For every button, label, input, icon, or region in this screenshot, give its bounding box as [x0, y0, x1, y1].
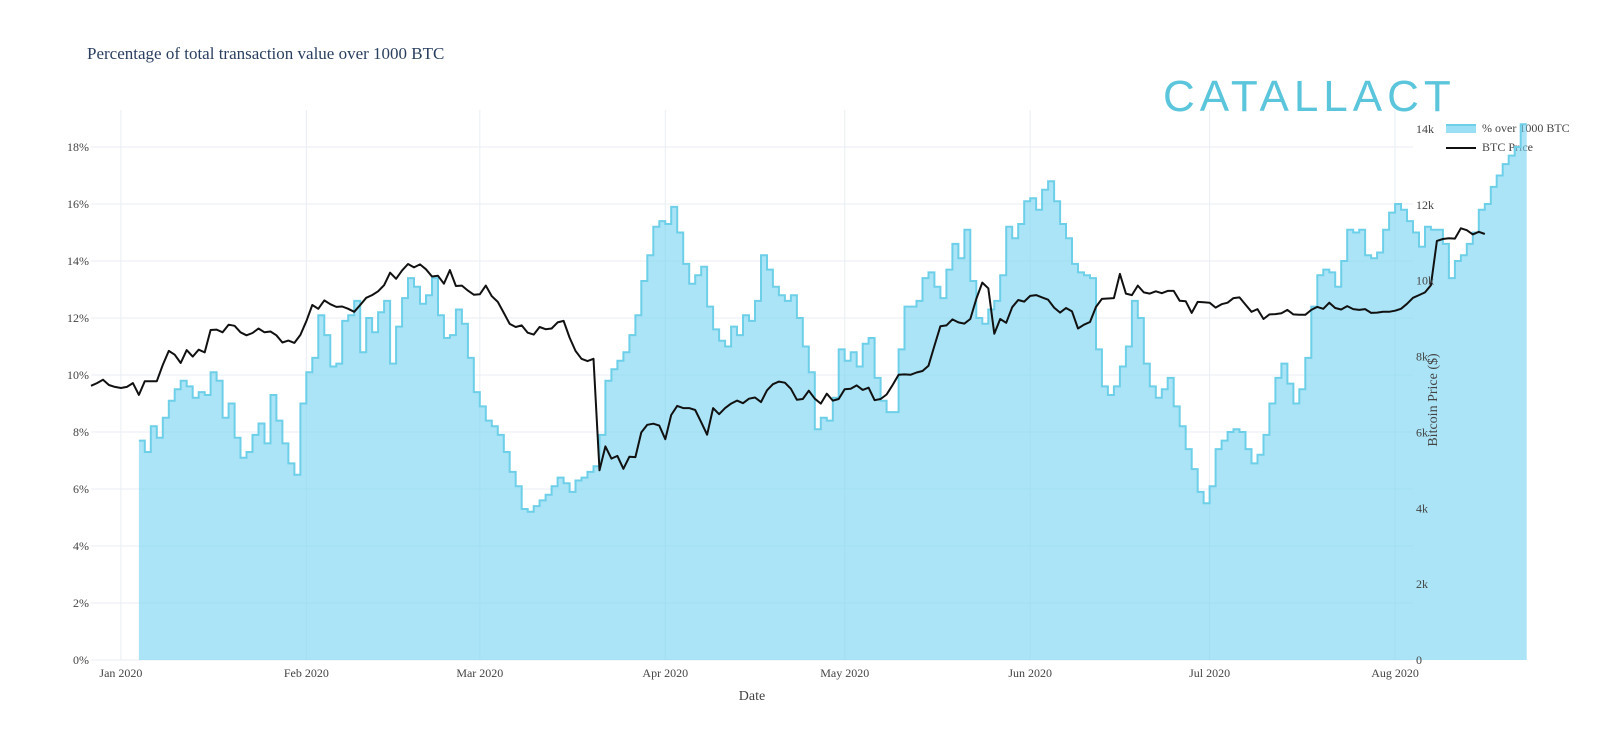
catallact-logo: CATALLACT	[1163, 72, 1456, 121]
y-tick-label: 8%	[73, 425, 89, 439]
y-tick-label: 6%	[73, 482, 89, 496]
y2-tick-label: 8k	[1416, 350, 1428, 364]
x-tick-label: Apr 2020	[642, 666, 688, 680]
x-tick-label: Jan 2020	[99, 666, 142, 680]
y-tick-label: 0%	[73, 653, 89, 667]
y-tick-label: 14%	[67, 254, 89, 268]
chart-title: Percentage of total transaction value ov…	[87, 44, 445, 63]
x-tick-label: Aug 2020	[1371, 666, 1419, 680]
legend-swatch-area	[1446, 124, 1476, 133]
legend-swatch-line	[1446, 146, 1476, 149]
y2-tick-label: 14k	[1416, 122, 1434, 136]
y-tick-label: 2%	[73, 596, 89, 610]
y2-tick-label: 6k	[1416, 425, 1428, 439]
y-tick-label: 12%	[67, 311, 89, 325]
x-axis-title: Date	[739, 689, 765, 704]
x-tick-label: Jun 2020	[1008, 666, 1052, 680]
x-tick-label: May 2020	[820, 666, 869, 680]
x-tick-label: Jul 2020	[1189, 666, 1230, 680]
y2-tick-label: 4k	[1416, 501, 1428, 515]
y2-axis-title: Bitcoin Price ($)	[1426, 353, 1441, 447]
y2-tick-label: 12k	[1416, 198, 1434, 212]
y2-tick-label: 2k	[1416, 577, 1428, 591]
y2-tick-label: 0	[1416, 653, 1422, 667]
series-area-fill	[138, 124, 1527, 660]
x-tick-label: Feb 2020	[284, 666, 329, 680]
y-tick-label: 16%	[67, 197, 89, 211]
y2-tick-label: 10k	[1416, 274, 1434, 288]
y-tick-label: 18%	[67, 140, 89, 154]
x-tick-label: Mar 2020	[456, 666, 503, 680]
y-tick-label: 10%	[67, 368, 89, 382]
y-tick-label: 4%	[73, 539, 89, 553]
series-price-line	[90, 227, 1486, 472]
series-area-outline	[138, 123, 1527, 513]
